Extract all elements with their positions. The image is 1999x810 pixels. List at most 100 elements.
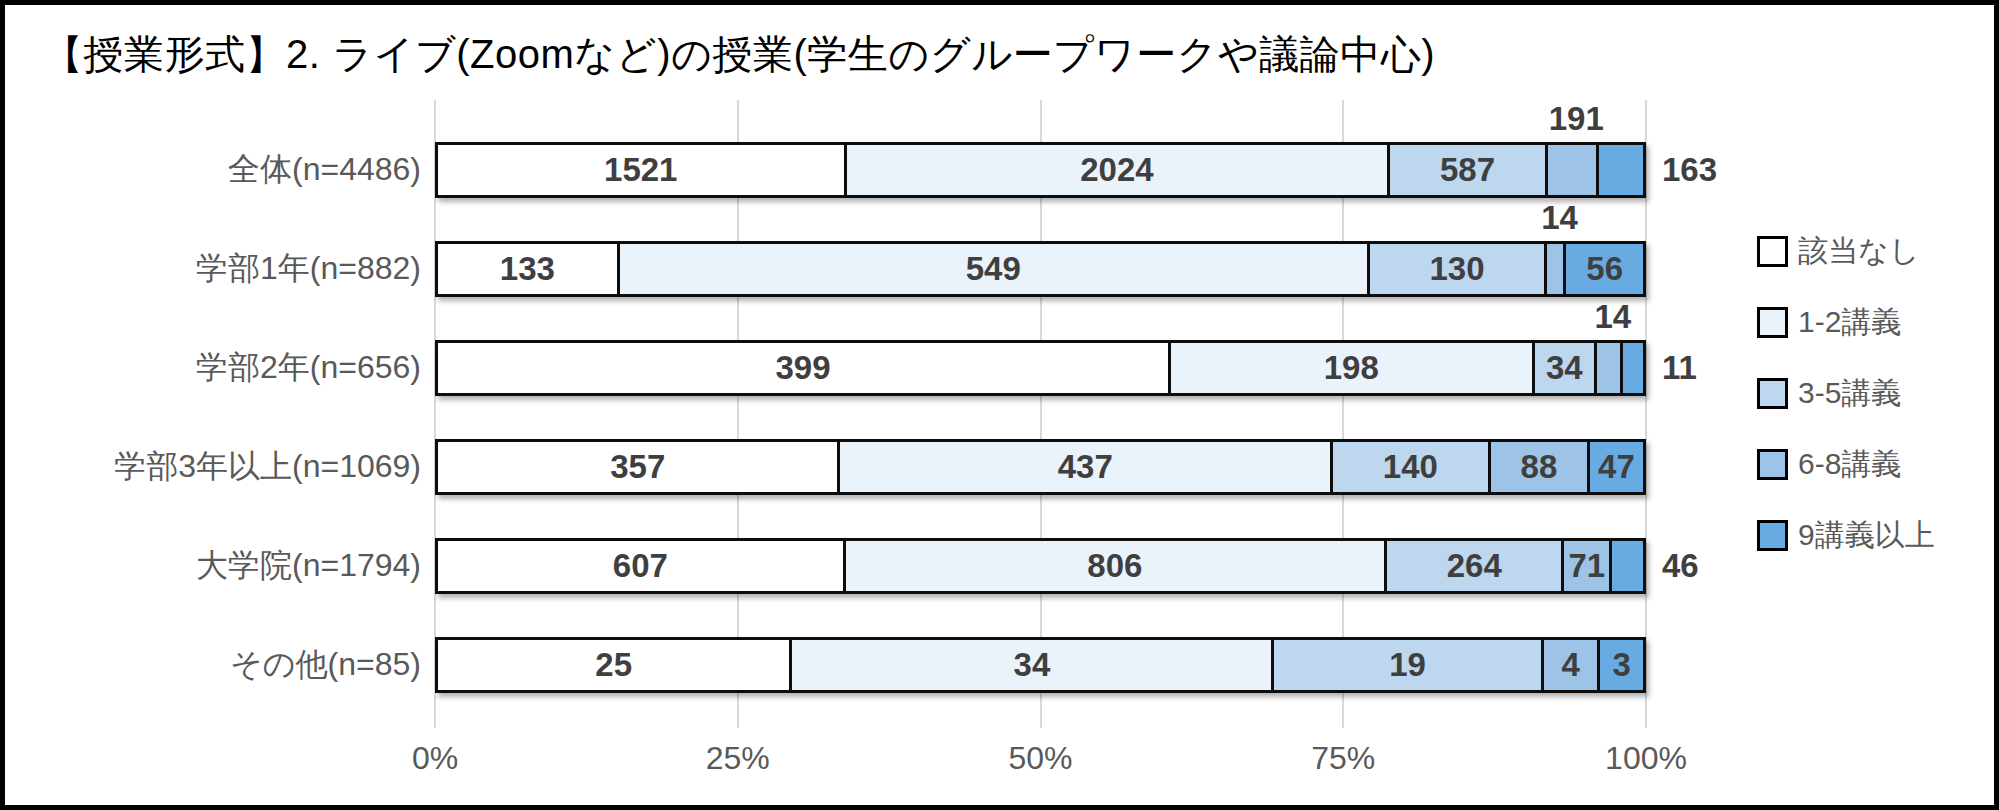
segment-value-label: 19 (1389, 646, 1426, 684)
bar-segment: 130 (1370, 244, 1548, 294)
chart-frame: 【授業形式】2. ライブ(Zoomなど)の授業(学生のグループワークや議論中心)… (0, 0, 1999, 810)
bar-segment: 3 (1600, 640, 1643, 690)
legend-swatch (1757, 378, 1788, 409)
segment-value-label: 14 (1541, 199, 1578, 237)
segment-value-label: 25 (595, 646, 632, 684)
category-label: 学部1年(n=882) (196, 247, 421, 291)
legend-item: 該当なし (1757, 229, 1935, 274)
x-axis-tick-label: 75% (1311, 740, 1375, 777)
bar-segment: 806 (846, 541, 1387, 591)
bar-segment: 2024 (847, 145, 1391, 195)
segment-value-label: 357 (610, 448, 665, 486)
bar-segment: 1521 (438, 145, 847, 195)
segment-value-label: 130 (1430, 250, 1485, 288)
legend-label: 3-5講義 (1798, 373, 1901, 414)
category-label: 全体(n=4486) (228, 148, 421, 192)
category-label: その他(n=85) (230, 643, 421, 687)
bar-segment: 56 (1566, 244, 1643, 294)
legend-label: 1-2講義 (1798, 302, 1901, 343)
bar-segment (1597, 343, 1623, 393)
bar-segment: 88 (1491, 442, 1590, 492)
bar-segment: 47 (1590, 442, 1643, 492)
bar-row: 6078062647146 (435, 538, 1646, 594)
bar-segment: 198 (1171, 343, 1535, 393)
bar-row: 25 34 19 43 (435, 637, 1646, 693)
bar-row: 357 437 140 88 47 (435, 439, 1646, 495)
legend-label: 6-8講義 (1798, 444, 1901, 485)
bar: 607 806 264 71 (435, 538, 1646, 594)
segment-value-label: 46 (1662, 547, 1699, 585)
bar-segment (1548, 145, 1599, 195)
x-axis-tick-label: 25% (706, 740, 770, 777)
bar-segment: 587 (1390, 145, 1548, 195)
bar-row: 399198341411 (435, 340, 1646, 396)
legend-swatch (1757, 449, 1788, 480)
segment-value-label: 56 (1586, 250, 1623, 288)
segment-value-label: 549 (966, 250, 1021, 288)
bar: 133 549 130 56 (435, 241, 1646, 297)
legend-item: 3-5講義 (1757, 371, 1935, 416)
bar-segment: 133 (438, 244, 620, 294)
segment-value-label: 133 (500, 250, 555, 288)
segment-value-label: 587 (1440, 151, 1495, 189)
chart-title: 【授業形式】2. ライブ(Zoomなど)の授業(学生のグループワークや議論中心) (43, 27, 1435, 82)
segment-value-label: 47 (1598, 448, 1635, 486)
segment-value-label: 34 (1014, 646, 1051, 684)
bar-segment: 34 (1535, 343, 1597, 393)
segment-value-label: 4 (1561, 646, 1579, 684)
category-label: 大学院(n=1794) (196, 544, 421, 588)
category-label: 学部2年(n=656) (196, 346, 421, 390)
segment-value-label: 14 (1594, 298, 1631, 336)
bar-segment: 4 (1544, 640, 1601, 690)
bar-segment (1623, 343, 1643, 393)
category-label: 学部3年以上(n=1069) (114, 445, 421, 489)
segment-value-label: 607 (613, 547, 668, 585)
bar-segment: 607 (438, 541, 846, 591)
bar-segment (1599, 145, 1643, 195)
x-axis-tick-label: 0% (412, 740, 458, 777)
x-axis-tick-label: 50% (1008, 740, 1072, 777)
segment-value-label: 34 (1546, 349, 1583, 387)
segment-value-label: 2024 (1080, 151, 1153, 189)
segment-value-label: 1521 (604, 151, 677, 189)
legend-swatch (1757, 307, 1788, 338)
legend-label: 9講義以上 (1798, 515, 1935, 556)
bar-segment: 264 (1387, 541, 1564, 591)
bar-segment: 71 (1564, 541, 1612, 591)
bar: 25 34 19 43 (435, 637, 1646, 693)
segment-value-label: 11 (1662, 349, 1697, 387)
segment-value-label: 198 (1324, 349, 1379, 387)
x-axis-tick-label: 100% (1605, 740, 1687, 777)
bar: 399 198 34 (435, 340, 1646, 396)
segment-value-label: 163 (1662, 151, 1717, 189)
segment-value-label: 399 (775, 349, 830, 387)
segment-value-label: 437 (1058, 448, 1113, 486)
legend-label: 該当なし (1798, 231, 1919, 272)
bar-segment: 437 (840, 442, 1333, 492)
legend: 該当なし 1-2講義 3-5講義 6-8講義 9講義以上 (1757, 229, 1935, 558)
bar-row: 15212024587191163 (435, 142, 1646, 198)
bar-segment: 549 (620, 244, 1370, 294)
bar-segment: 140 (1333, 442, 1491, 492)
bar-segment: 25 (438, 640, 792, 690)
bar-segment: 34 (792, 640, 1274, 690)
bar-segment (1612, 541, 1643, 591)
segment-value-label: 140 (1383, 448, 1438, 486)
legend-swatch (1757, 520, 1788, 551)
legend-item: 9講義以上 (1757, 513, 1935, 558)
plot-area: 0%25%50%75%100%全体(n=4486)152120245871911… (435, 100, 1646, 717)
bar-segment: 399 (438, 343, 1171, 393)
segment-value-label: 88 (1521, 448, 1558, 486)
segment-value-label: 806 (1087, 547, 1142, 585)
segment-value-label: 191 (1549, 100, 1604, 138)
segment-value-label: 71 (1568, 547, 1605, 585)
legend-item: 6-8講義 (1757, 442, 1935, 487)
bar-segment: 19 (1274, 640, 1543, 690)
segment-value-label: 264 (1447, 547, 1502, 585)
legend-item: 1-2講義 (1757, 300, 1935, 345)
bar-segment (1547, 244, 1566, 294)
bar-segment: 357 (438, 442, 840, 492)
bar-row: 1335491305614 (435, 241, 1646, 297)
legend-swatch (1757, 236, 1788, 267)
segment-value-label: 3 (1613, 646, 1631, 684)
